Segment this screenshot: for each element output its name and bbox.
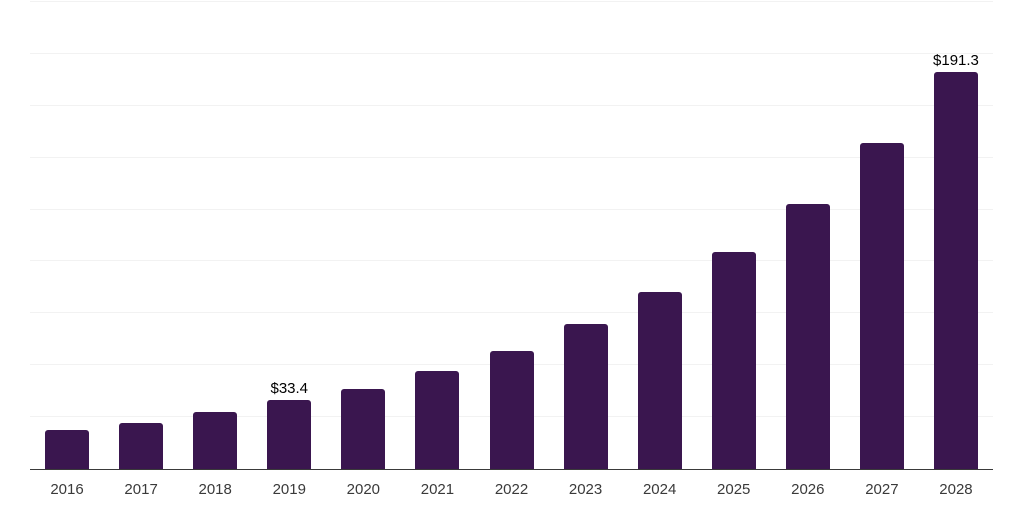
gridline-225 xyxy=(30,1,993,2)
bar-2028 xyxy=(933,71,978,469)
gridline-100 xyxy=(30,260,993,262)
bar-2020 xyxy=(341,389,386,469)
gridline-125 xyxy=(30,208,993,210)
x-tick-2017: 2017 xyxy=(124,481,158,498)
gridline-75 xyxy=(30,312,993,314)
x-tick-2025: 2025 xyxy=(717,481,751,498)
bar-2022 xyxy=(489,350,534,469)
gridline-175 xyxy=(30,104,993,106)
bar-2027 xyxy=(859,143,904,469)
bar-2016 xyxy=(45,430,90,469)
x-tick-2026: 2026 xyxy=(791,481,825,498)
x-tick-2021: 2021 xyxy=(420,481,455,498)
bar-2019 xyxy=(267,399,312,469)
x-tick-2019: 2019 xyxy=(272,481,306,498)
x-tick-2024: 2024 xyxy=(642,481,677,498)
x-tick-2028: 2028 xyxy=(939,481,973,498)
x-tick-2018: 2018 xyxy=(198,481,232,498)
x-tick-2020: 2020 xyxy=(346,481,381,498)
x-tick-2022: 2022 xyxy=(494,481,529,498)
bar-2018 xyxy=(193,412,238,469)
bar-2024 xyxy=(637,292,682,469)
data-label-2028: $191.3 xyxy=(933,51,979,69)
bar-2026 xyxy=(785,204,830,469)
bar-2025 xyxy=(711,252,756,469)
gridline-150 xyxy=(30,156,993,158)
x-axis: 2016 2017 2018 2019 2020 2021 2022 2023 2024 2025… xyxy=(30,481,993,504)
bar-2023 xyxy=(563,324,608,469)
x-tick-2016: 2016 xyxy=(50,481,84,498)
plot-area: $33.4 $191.3 xyxy=(30,1,993,470)
x-tick-2023: 2023 xyxy=(568,481,603,498)
data-label-2019: $33.4 xyxy=(270,379,309,397)
x-tick-2027: 2027 xyxy=(865,481,899,498)
bar-2021 xyxy=(415,371,460,469)
bar-2017 xyxy=(119,422,164,469)
gridline-200 xyxy=(30,52,993,54)
